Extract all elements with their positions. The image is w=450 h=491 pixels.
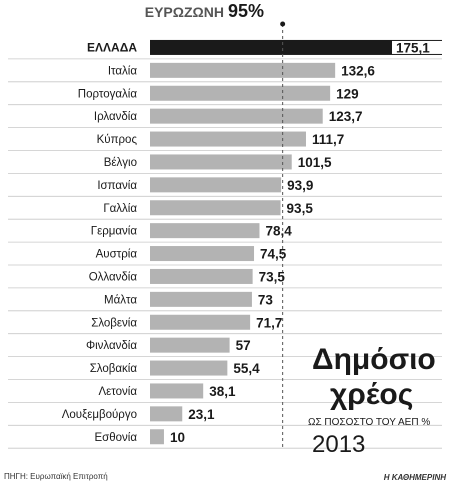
value-label: 73 xyxy=(258,292,274,307)
category-label: Σλοβακία xyxy=(90,363,138,375)
category-label: Ιταλία xyxy=(108,65,138,77)
category-label: ΕΛΛΑΔΑ xyxy=(87,40,137,54)
value-label: 10 xyxy=(170,430,185,445)
category-label: Μάλτα xyxy=(104,294,137,306)
value-label: 78,4 xyxy=(265,224,292,239)
bar xyxy=(150,108,323,124)
category-label: Ολλανδία xyxy=(89,271,138,283)
value-label: 57 xyxy=(236,338,251,353)
bar xyxy=(150,154,292,170)
category-label: Κύπρος xyxy=(97,134,138,146)
value-label: 132,6 xyxy=(341,63,375,78)
value-label: 129 xyxy=(336,86,359,101)
category-label: Αυστρία xyxy=(96,249,138,261)
bar xyxy=(150,131,306,147)
chart-rows xyxy=(8,58,442,449)
category-label: Ιρλανδία xyxy=(94,111,137,123)
category-label: Εσθονία xyxy=(94,432,137,444)
value-label: 74,5 xyxy=(260,247,287,262)
chart-title-line-1: Δημόσιο xyxy=(312,343,436,376)
reference-line-value: 95% xyxy=(228,1,264,21)
category-label: Γερμανία xyxy=(91,226,138,238)
reference-line-label: ΕΥΡΩΖΩΝΗ xyxy=(145,4,224,20)
value-label: 101,5 xyxy=(298,155,332,170)
bar xyxy=(150,360,228,376)
bar xyxy=(150,85,331,101)
bar xyxy=(150,291,252,307)
bar xyxy=(150,200,281,216)
value-label: 71,7 xyxy=(256,315,282,330)
category-label: Λετονία xyxy=(98,386,137,398)
category-label: Λουξεμβούργο xyxy=(62,409,137,421)
highlight-value-background xyxy=(392,40,442,54)
bar xyxy=(150,62,336,78)
category-label: Ισπανία xyxy=(97,180,137,192)
category-label: Φινλανδία xyxy=(86,340,137,352)
bar xyxy=(150,246,255,262)
bar-highlight xyxy=(150,39,442,55)
chart-bars xyxy=(150,39,442,445)
category-label: Πορτογαλία xyxy=(78,88,138,100)
bar xyxy=(150,429,164,445)
chart-labels: ΕΛΛΑΔΑ 175,1 Ιταλία 132,6 Πορτογαλία 129 Ιρλαν… xyxy=(62,40,431,444)
chart-subtitle: ΩΣ ΠΟΣΟΣΤΟ ΤΟΥ ΑΕΠ % xyxy=(308,417,430,428)
value-label: 93,9 xyxy=(287,178,313,193)
value-label: 175,1 xyxy=(396,40,430,55)
category-label: Βέλγιο xyxy=(104,157,137,169)
value-label: 55,4 xyxy=(233,361,260,376)
value-label: 23,1 xyxy=(188,407,215,422)
bar xyxy=(150,406,183,422)
value-label: 111,7 xyxy=(312,132,344,147)
chart-year: 2013 xyxy=(312,431,365,458)
category-label: Σλοβενία xyxy=(91,317,137,329)
bar xyxy=(150,314,251,330)
bar xyxy=(150,268,253,284)
reference-line-marker xyxy=(280,21,286,27)
source-note: ΠΗΓΗ: Ευρωπαϊκή Επιτροπή xyxy=(4,472,108,481)
value-label: 123,7 xyxy=(329,109,363,124)
chart-title-line-2: χρέος xyxy=(330,378,413,411)
value-label: 38,1 xyxy=(209,384,236,399)
bar xyxy=(150,223,260,239)
category-label: Γαλλία xyxy=(103,203,137,215)
bar xyxy=(150,177,282,193)
value-label: 73,5 xyxy=(259,269,286,284)
reference-line-group xyxy=(280,21,286,449)
bar xyxy=(150,337,230,353)
bar xyxy=(150,383,204,399)
value-label: 93,5 xyxy=(287,201,314,216)
publisher-logo: Η ΚΑΘΗΜΕΡΙΝΗ xyxy=(384,473,446,482)
